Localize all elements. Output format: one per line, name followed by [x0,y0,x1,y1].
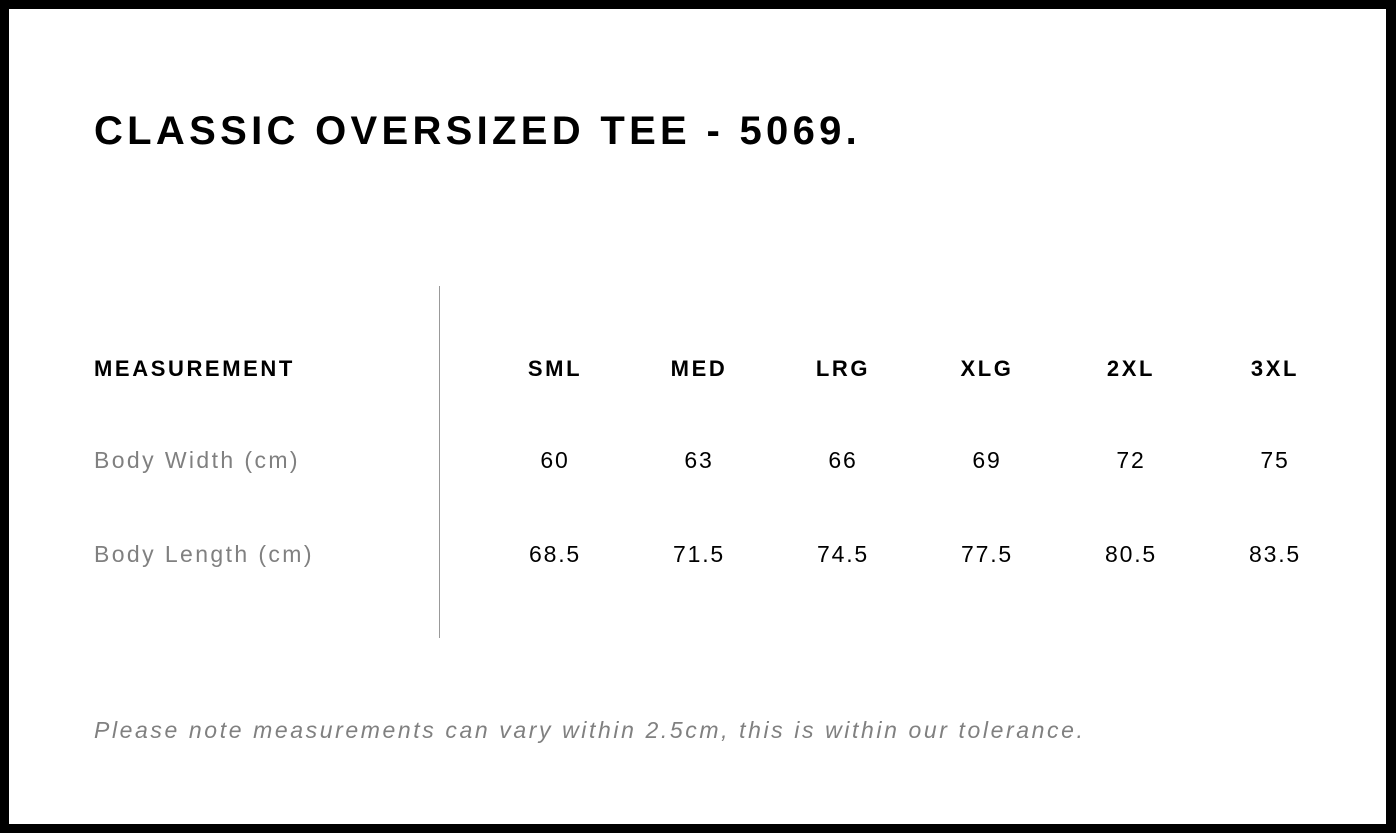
table-cell: 74.5 [817,541,869,567]
table-cell: 72 [1116,447,1146,473]
size-header-lrg: LRG [815,356,871,381]
table-cell: 77.5 [961,541,1013,567]
table-cell: 68.5 [529,541,581,567]
table-cell: 63 [684,447,714,473]
row-label: Body Length (cm) [94,541,314,567]
column-divider [439,286,440,638]
size-header-med: MED [670,356,728,381]
table-cell: 83.5 [1249,541,1301,567]
size-header-sml: SML [527,356,583,381]
measurement-header: MEASUREMENT [94,356,295,381]
row-label: Body Width (cm) [94,447,300,473]
table-cell: 80.5 [1105,541,1157,567]
table-cell: 69 [972,447,1002,473]
size-header-2xl: 2XL [1106,356,1156,381]
table-cell: 66 [828,447,858,473]
size-header-xlg: XLG [960,356,1014,381]
table-cell: 60 [540,447,570,473]
table-cell: 75 [1260,447,1290,473]
tolerance-note: Please note measurements can vary within… [94,717,1086,743]
size-header-3xl: 3XL [1250,356,1300,381]
page-title: CLASSIC OVERSIZED TEE - 5069. [94,109,862,153]
table-cell: 71.5 [673,541,725,567]
size-chart-card: CLASSIC OVERSIZED TEE - 5069. MEASUREMEN… [9,9,1386,824]
